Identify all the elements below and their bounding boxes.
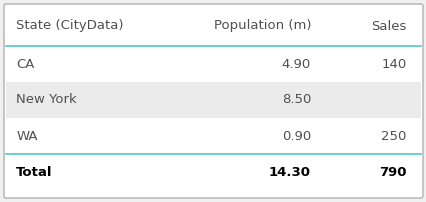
Text: State (CityData): State (CityData) bbox=[16, 20, 124, 33]
Text: CA: CA bbox=[16, 58, 35, 70]
Bar bbox=[6, 82, 420, 118]
Text: 8.50: 8.50 bbox=[281, 94, 310, 106]
Text: 790: 790 bbox=[378, 165, 406, 179]
Text: 4.90: 4.90 bbox=[281, 58, 310, 70]
Text: WA: WA bbox=[16, 129, 38, 142]
Text: Sales: Sales bbox=[370, 20, 406, 33]
Text: 140: 140 bbox=[380, 58, 406, 70]
Text: New York: New York bbox=[16, 94, 77, 106]
Text: 0.90: 0.90 bbox=[281, 129, 310, 142]
Text: Total: Total bbox=[16, 165, 53, 179]
Text: 250: 250 bbox=[380, 129, 406, 142]
Text: 14.30: 14.30 bbox=[268, 165, 310, 179]
FancyBboxPatch shape bbox=[4, 4, 422, 198]
Text: Population (m): Population (m) bbox=[213, 20, 310, 33]
